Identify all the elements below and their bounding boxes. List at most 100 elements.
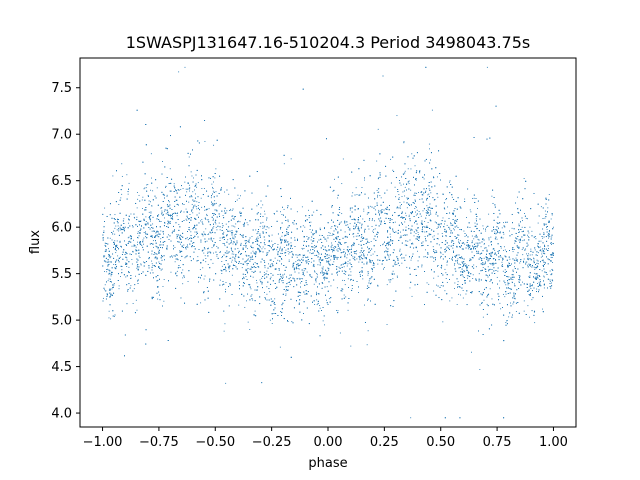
- data-point: [477, 238, 479, 240]
- data-point: [416, 192, 418, 194]
- data-point: [500, 247, 502, 249]
- data-point: [377, 232, 379, 234]
- data-point: [343, 248, 345, 250]
- data-point: [189, 190, 190, 192]
- data-point: [239, 250, 240, 252]
- data-point: [285, 249, 287, 251]
- data-point: [206, 213, 208, 215]
- data-point: [490, 252, 492, 254]
- data-point: [191, 242, 193, 244]
- data-point: [496, 276, 498, 278]
- data-point: [552, 280, 554, 282]
- data-point: [344, 231, 346, 233]
- data-point: [150, 201, 151, 203]
- data-point: [544, 210, 546, 212]
- data-point: [237, 194, 239, 196]
- data-point: [489, 281, 491, 282]
- data-point: [213, 238, 215, 240]
- data-point: [176, 254, 178, 256]
- data-point: [456, 303, 458, 305]
- data-point: [428, 143, 430, 145]
- data-point: [548, 248, 549, 249]
- data-point: [529, 286, 531, 288]
- data-point: [504, 296, 506, 298]
- data-point: [247, 258, 249, 260]
- data-point: [125, 276, 127, 278]
- data-point: [445, 199, 447, 201]
- data-point: [408, 225, 409, 227]
- data-point: [350, 271, 352, 273]
- data-point: [464, 198, 466, 200]
- data-point: [162, 286, 164, 287]
- data-point: [212, 188, 214, 190]
- data-point: [233, 234, 235, 236]
- data-point: [215, 191, 217, 193]
- data-point: [184, 181, 186, 183]
- data-point: [372, 264, 374, 266]
- data-point: [339, 332, 341, 334]
- data-point: [118, 204, 120, 205]
- data-point: [213, 214, 215, 216]
- data-point: [409, 287, 411, 289]
- data-point: [399, 237, 401, 239]
- data-point: [110, 318, 112, 320]
- data-point: [347, 224, 349, 226]
- data-point: [219, 279, 221, 281]
- data-point: [461, 258, 463, 260]
- data-point: [133, 245, 135, 247]
- data-point: [194, 189, 195, 191]
- data-point: [534, 236, 536, 237]
- data-point: [289, 277, 291, 279]
- data-point: [142, 196, 144, 198]
- data-point: [256, 282, 258, 284]
- data-point: [108, 317, 110, 319]
- data-point: [205, 228, 207, 230]
- data-point: [370, 262, 372, 264]
- data-point: [185, 248, 187, 250]
- data-point: [399, 231, 401, 233]
- data-point: [456, 246, 458, 248]
- data-point: [404, 186, 406, 188]
- data-point: [499, 232, 501, 234]
- data-point: [289, 274, 291, 276]
- data-point: [160, 230, 162, 232]
- data-point: [269, 264, 271, 266]
- data-point: [391, 272, 393, 274]
- data-point: [367, 299, 368, 301]
- data-point: [408, 214, 410, 216]
- data-point: [194, 224, 195, 226]
- data-point: [259, 246, 261, 248]
- data-point: [361, 225, 363, 227]
- data-point: [390, 158, 392, 160]
- data-point: [224, 191, 226, 193]
- data-point: [104, 244, 106, 246]
- data-point: [386, 284, 388, 286]
- data-point: [128, 222, 130, 224]
- data-point: [349, 227, 351, 229]
- data-point: [231, 253, 233, 255]
- data-point: [146, 184, 148, 186]
- data-point: [104, 271, 106, 273]
- data-point: [165, 213, 167, 215]
- data-point: [103, 230, 105, 232]
- data-point: [399, 202, 401, 203]
- data-point: [355, 187, 357, 189]
- data-point: [115, 252, 117, 254]
- data-point: [550, 256, 552, 258]
- data-point: [489, 288, 491, 290]
- data-point: [257, 232, 259, 234]
- data-point: [186, 188, 188, 190]
- data-point: [414, 165, 416, 167]
- data-point: [543, 232, 545, 234]
- data-point: [156, 253, 158, 255]
- data-point: [549, 236, 551, 238]
- data-point: [425, 210, 427, 211]
- data-point: [281, 280, 283, 282]
- data-point: [371, 270, 373, 272]
- data-point: [349, 223, 351, 225]
- data-point: [158, 236, 160, 238]
- data-point: [185, 218, 187, 220]
- data-point: [325, 238, 327, 240]
- data-point: [115, 225, 117, 227]
- data-point: [383, 220, 385, 222]
